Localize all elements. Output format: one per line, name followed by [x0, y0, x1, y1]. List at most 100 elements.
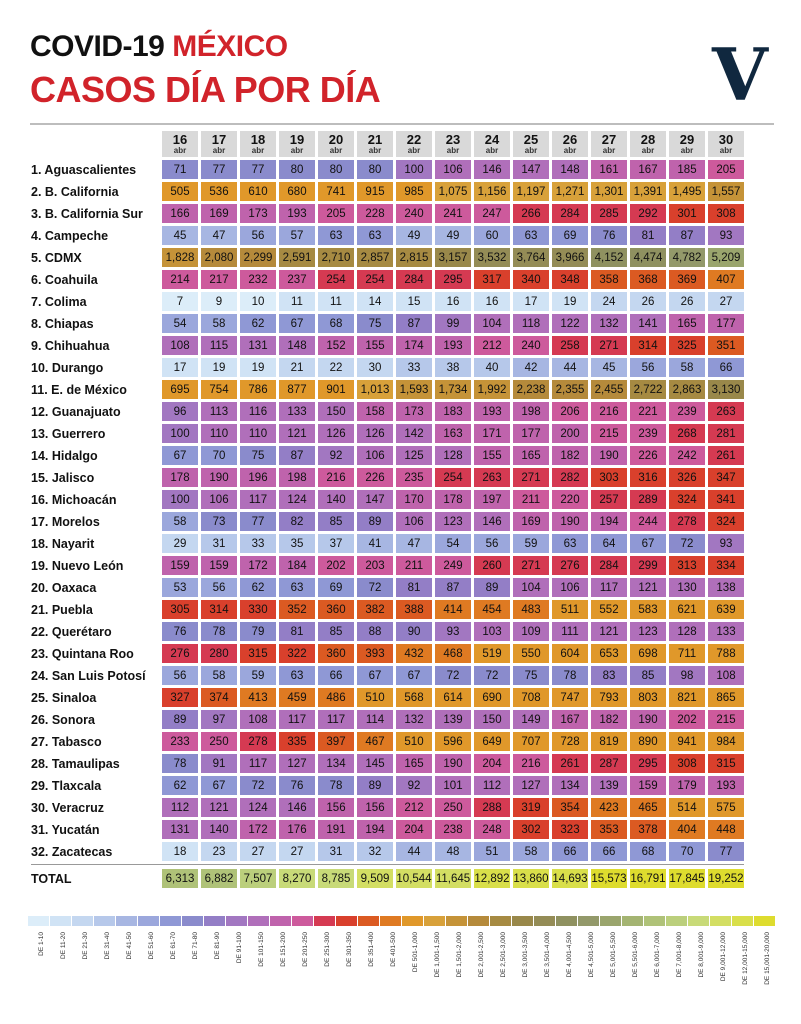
value-cell: 368	[630, 270, 666, 289]
value-cell: 271	[513, 556, 549, 575]
value-cell: 117	[279, 710, 315, 729]
date-month: abr	[680, 146, 694, 155]
table-row: 26. Sonora 89 97 108 117 117 114 132 139 150 149 16…	[31, 710, 744, 729]
legend-item: DE 201-250	[292, 916, 314, 967]
value-cell: 82	[279, 512, 315, 531]
value-cell: 41	[357, 534, 393, 553]
value-cell: 26	[630, 292, 666, 311]
value-cell: 263	[708, 402, 744, 421]
value-cell: 250	[435, 798, 471, 817]
value-cell: 75	[513, 666, 549, 685]
value-cell: 117	[240, 754, 276, 773]
value-cell: 325	[669, 336, 705, 355]
legend-item: DE 31-40	[94, 916, 116, 959]
value-cell: 47	[396, 534, 432, 553]
value-cell: 56	[630, 358, 666, 377]
state-name: 17. Morelos	[31, 514, 100, 529]
value-cell: 138	[708, 578, 744, 597]
total-cell: 9,509	[357, 869, 393, 888]
value-cell: 89	[357, 776, 393, 795]
value-cell: 11	[318, 292, 354, 311]
value-cell: 126	[357, 424, 393, 443]
header-divider	[30, 123, 774, 125]
value-cell: 44	[396, 842, 432, 861]
state-name: 30. Veracruz	[31, 800, 104, 815]
value-cell: 89	[162, 710, 198, 729]
value-cell: 103	[474, 622, 510, 641]
legend-swatch	[314, 916, 335, 926]
value-cell: 72	[474, 666, 510, 685]
value-cell: 865	[708, 688, 744, 707]
value-cell: 167	[552, 710, 588, 729]
state-name: 15. Jalisco	[31, 470, 95, 485]
value-cell: 5,209	[708, 248, 744, 267]
state-name: 23. Quintana Roo	[31, 646, 134, 661]
value-cell: 35	[279, 534, 315, 553]
table-row: 3. B. California Sur 166 169 173 193 205 228 24…	[31, 204, 744, 223]
state-name: 22. Querétaro	[31, 624, 112, 639]
value-cell: 81	[630, 226, 666, 245]
state-name: 24. San Luis Potosí	[31, 668, 146, 683]
value-cell: 59	[513, 534, 549, 553]
value-cell: 190	[552, 512, 588, 531]
value-cell: 287	[591, 754, 627, 773]
value-cell: 308	[708, 204, 744, 223]
legend-label: DE 1-10	[38, 932, 45, 956]
table-row: 4. Campeche 45 47 56 57 63 63 49 49 60 63 69 76 81 87 9…	[31, 226, 744, 245]
state-name: 5. CDMX	[31, 250, 82, 265]
state-name: 21. Puebla	[31, 602, 93, 617]
value-cell: 54	[162, 314, 198, 333]
legend-item: DE 81-90	[204, 916, 226, 959]
value-cell: 117	[318, 710, 354, 729]
date-day: 28	[640, 132, 656, 147]
legend-swatch	[424, 916, 445, 926]
legend-swatch	[688, 916, 709, 926]
value-cell: 1,271	[552, 182, 588, 201]
date-day: 17	[211, 132, 227, 147]
state-name: 9. Chihuahua	[31, 338, 110, 353]
value-cell: 128	[669, 622, 705, 641]
value-cell: 2,455	[591, 380, 627, 399]
legend-swatch	[710, 916, 731, 926]
value-cell: 14	[357, 292, 393, 311]
table-row: 22. Querétaro 76 78 79 81 85 88 90 93 103 109 111 12…	[31, 622, 744, 641]
state-name: 28. Tamaulipas	[31, 756, 120, 771]
legend-item: DE 91-100	[226, 916, 248, 963]
value-cell: 610	[240, 182, 276, 201]
value-cell: 174	[396, 336, 432, 355]
state-name: 4. Campeche	[31, 228, 109, 243]
value-cell: 40	[474, 358, 510, 377]
value-cell: 322	[279, 644, 315, 663]
value-cell: 114	[357, 710, 393, 729]
value-cell: 261	[708, 446, 744, 465]
value-cell: 121	[591, 622, 627, 641]
value-cell: 177	[708, 314, 744, 333]
state-name: 27. Tabasco	[31, 734, 102, 749]
value-cell: 159	[162, 556, 198, 575]
value-cell: 233	[162, 732, 198, 751]
value-cell: 7	[162, 292, 198, 311]
value-cell: 215	[591, 424, 627, 443]
value-cell: 49	[435, 226, 471, 245]
legend-swatch	[94, 916, 115, 926]
value-cell: 204	[396, 820, 432, 839]
value-cell: 118	[513, 314, 549, 333]
value-cell: 167	[630, 160, 666, 179]
value-cell: 33	[396, 358, 432, 377]
value-cell: 374	[201, 688, 237, 707]
table-row: 2. B. California 505 536 610 680 741 915 985 1,0…	[31, 182, 744, 201]
legend-swatch	[358, 916, 379, 926]
legend-label: DE 51-60	[148, 932, 155, 960]
value-cell: 67	[201, 776, 237, 795]
state-name: 18. Nayarit	[31, 536, 95, 551]
value-cell: 134	[552, 776, 588, 795]
value-cell: 190	[591, 446, 627, 465]
value-cell: 139	[591, 776, 627, 795]
value-cell: 202	[669, 710, 705, 729]
value-cell: 117	[240, 490, 276, 509]
date-day: 18	[250, 132, 266, 147]
value-cell: 271	[591, 336, 627, 355]
value-cell: 3,966	[552, 248, 588, 267]
legend-swatch	[138, 916, 159, 926]
value-cell: 432	[396, 644, 432, 663]
